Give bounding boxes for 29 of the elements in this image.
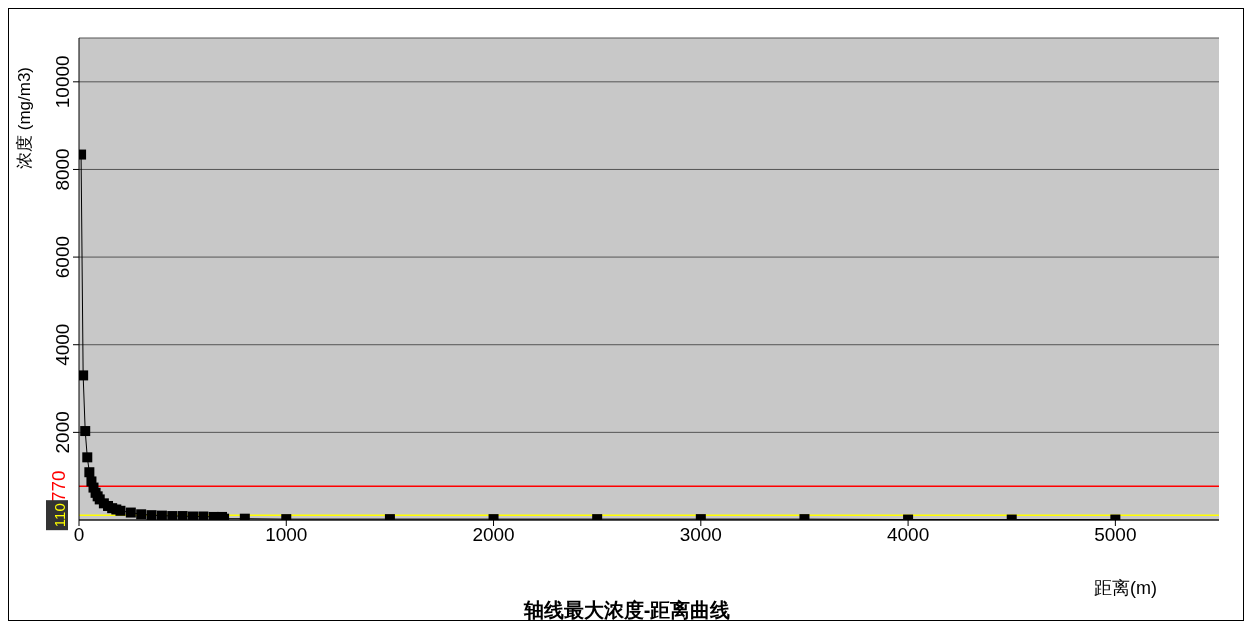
point [82, 452, 93, 463]
y-tick-label: 8000 [52, 148, 73, 191]
x-tick-label: 1000 [265, 524, 308, 546]
point [177, 511, 188, 520]
x-tick-label: 3000 [679, 524, 722, 546]
ref-line-label: 110 [51, 503, 68, 528]
y-tick-label: 4000 [52, 323, 73, 366]
y-tick-label: 10000 [52, 55, 73, 109]
point [136, 509, 147, 520]
point [198, 511, 209, 520]
point [79, 370, 89, 381]
x-tick-label: 0 [73, 524, 85, 546]
y-tick-label: 2000 [52, 411, 73, 454]
ref-line-label: 770 [48, 470, 69, 503]
point [115, 505, 126, 516]
x-tick-label: 4000 [886, 524, 930, 546]
point [156, 510, 167, 520]
point [188, 511, 198, 520]
point [125, 507, 136, 518]
x-axis-title: 距离(m) [1094, 577, 1157, 600]
point [84, 467, 95, 478]
point [146, 510, 157, 520]
x-tick-label: 2000 [472, 524, 515, 546]
point [80, 426, 91, 437]
y-tick-label: 6000 [52, 235, 73, 279]
x-tick-label: 5000 [1094, 524, 1137, 546]
point [167, 511, 178, 520]
y-axis-title: 浓度 (mg/m3) [14, 67, 35, 169]
text: 轴线最大浓度-距离曲线 [522, 598, 732, 621]
